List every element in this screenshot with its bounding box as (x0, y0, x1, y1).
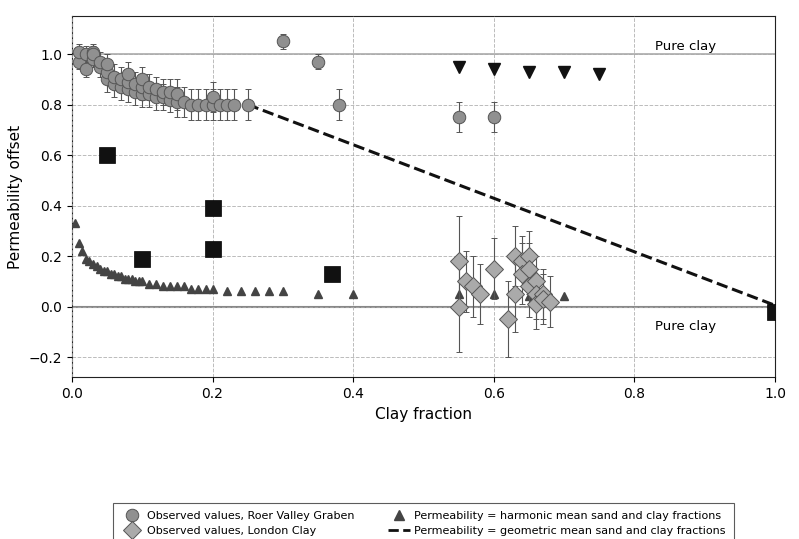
Legend: Observed values, Roer Valley Graben, Observed values, London Clay, Observed valu: Observed values, Roer Valley Graben, Obs… (113, 503, 734, 539)
X-axis label: Clay fraction: Clay fraction (375, 406, 472, 421)
Text: Pure clay: Pure clay (655, 40, 717, 53)
Text: Pure clay: Pure clay (655, 321, 717, 334)
Y-axis label: Permeability offset: Permeability offset (8, 125, 23, 269)
